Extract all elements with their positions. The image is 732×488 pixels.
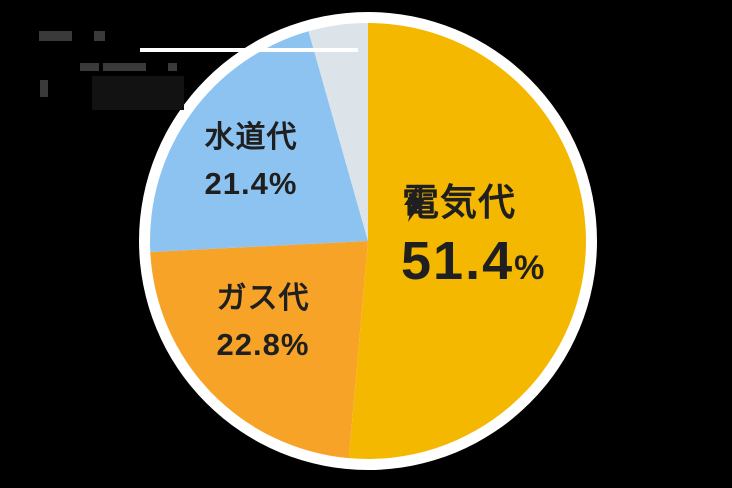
pie-slice-電気代 — [348, 23, 586, 460]
redacted-text-fragment — [40, 80, 48, 97]
lightning-bolt-icon — [404, 184, 426, 222]
redacted-text-fragment — [94, 31, 105, 41]
pie-slice-other — [308, 23, 368, 241]
small-slice-callout-line — [140, 48, 358, 52]
electricity-percent-value: 51.4 — [401, 231, 515, 291]
electricity-slice-label: 電気代 — [402, 184, 516, 222]
redacted-text-fragment — [168, 63, 177, 71]
redacted-text-fragment — [80, 63, 99, 71]
gas-slice-label: ガス代 — [216, 282, 310, 315]
redacted-text-fragment — [103, 63, 146, 71]
redacted-text-fragment — [39, 31, 72, 41]
pie-slice-水道代 — [150, 31, 368, 252]
gas-slice-percent: 22.8% — [216, 327, 310, 362]
water-slice-percent: 21.4% — [204, 166, 298, 201]
redacted-label-block — [92, 76, 184, 110]
pie-slice-ガス代 — [150, 241, 368, 459]
electricity-slice-percent: 51.4 % — [401, 234, 545, 288]
pie-slices — [150, 23, 586, 460]
electricity-percent-sign: % — [514, 249, 546, 287]
water-slice-label: 水道代 — [204, 121, 298, 154]
